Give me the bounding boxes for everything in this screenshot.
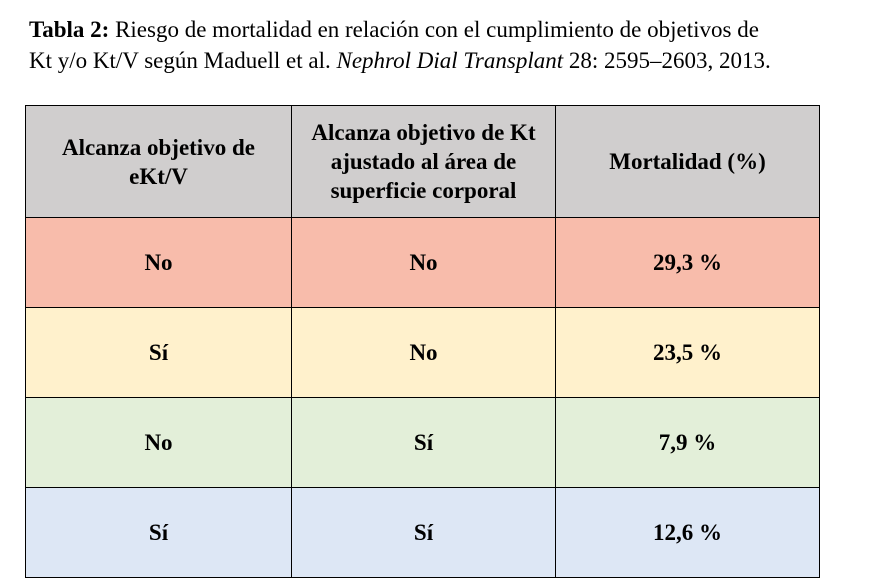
cell-mortality: 23,5 % [555, 307, 820, 398]
cell-ektv: Sí [25, 307, 292, 398]
cell-mortality: 29,3 % [555, 217, 820, 308]
cell-ektv: Sí [25, 487, 292, 578]
table-row: Sí No 23,5 % [25, 307, 820, 398]
caption-journal: Nephrol Dial Transplant [336, 48, 564, 73]
header-kt-asc: Alcanza objetivo de Kt ajustado al área … [291, 105, 556, 218]
table-row: Sí Sí 12,6 % [25, 487, 820, 578]
cell-kt-asc: Sí [291, 487, 556, 578]
cell-ektv: No [25, 397, 292, 488]
table-caption: Tabla 2: Riesgo de mortalidad en relació… [29, 14, 869, 76]
cell-kt-asc: No [291, 217, 556, 308]
table-header-row: Alcanza objetivo de eKt/V Alcanza objeti… [25, 105, 820, 218]
header-mortality: Mortalidad (%) [555, 105, 820, 218]
table-row: No No 29,3 % [25, 217, 820, 308]
caption-label: Tabla 2: [29, 17, 110, 42]
mortality-table: Alcanza objetivo de eKt/V Alcanza objeti… [25, 105, 820, 578]
cell-ektv: No [25, 217, 292, 308]
cell-mortality: 7,9 % [555, 397, 820, 488]
header-ektv: Alcanza objetivo de eKt/V [25, 105, 292, 218]
cell-mortality: 12,6 % [555, 487, 820, 578]
caption-citation: 28: 2595–2603, 2013. [568, 48, 771, 73]
cell-kt-asc: Sí [291, 397, 556, 488]
caption-text: Riesgo de mortalidad en relación con el … [115, 17, 759, 42]
cell-kt-asc: No [291, 307, 556, 398]
caption-text-line2: Kt y/o Kt/V según Maduell et al. [29, 48, 331, 73]
table-row: No Sí 7,9 % [25, 397, 820, 488]
